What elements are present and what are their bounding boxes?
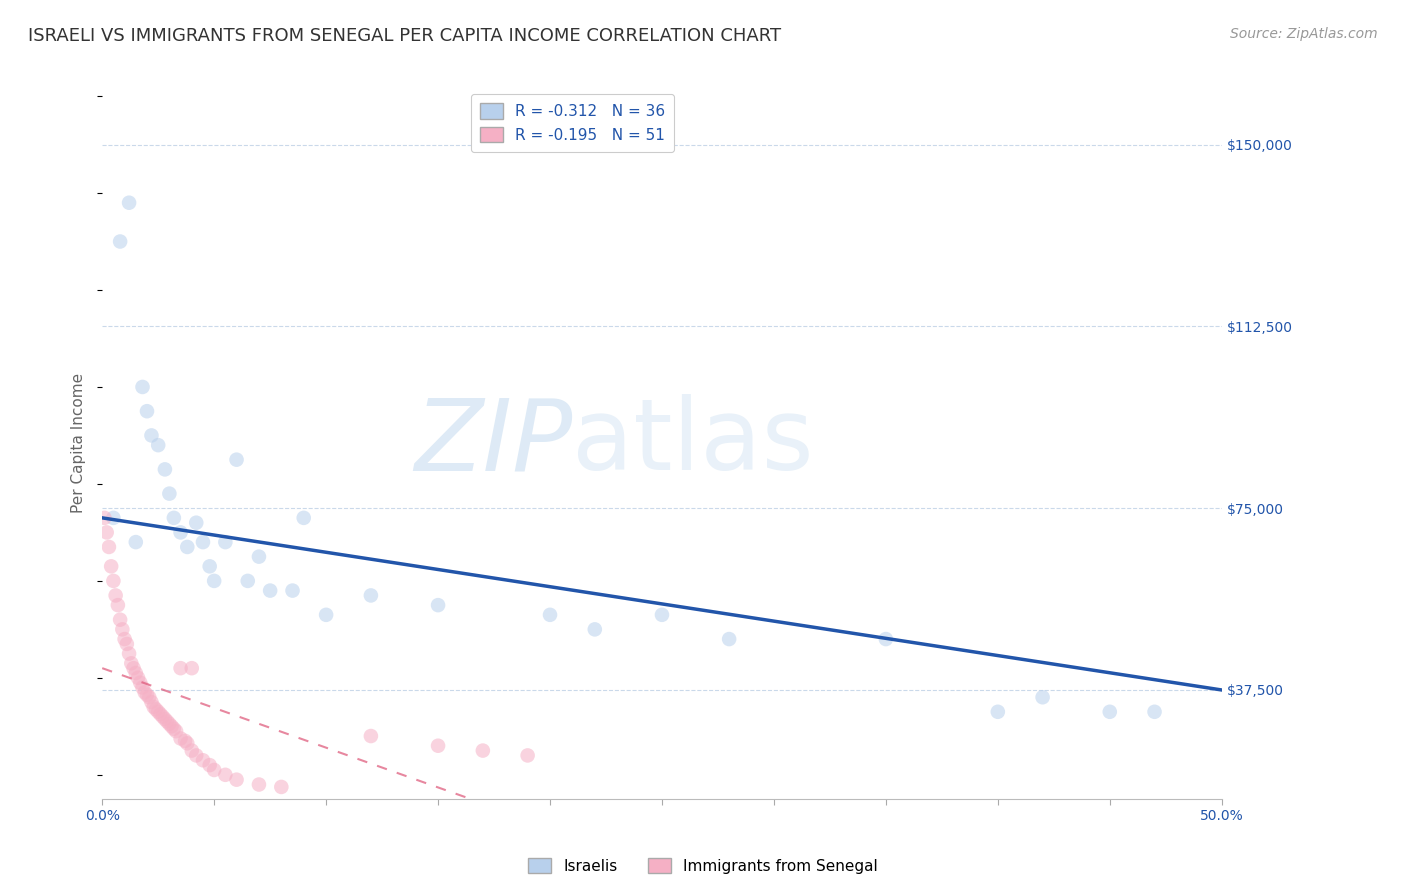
Text: atlas: atlas (572, 394, 814, 491)
Point (104, 589, 127, 603)
Point (100, 559, 122, 574)
Point (141, 695, 163, 709)
Point (169, 661, 191, 675)
Point (138, 690, 160, 705)
Point (122, 661, 145, 675)
Point (247, 549, 270, 564)
Point (163, 511, 186, 525)
Point (118, 647, 141, 661)
Point (108, 613, 131, 627)
Point (583, 623, 606, 637)
Point (214, 768, 236, 782)
Point (191, 535, 214, 549)
Point (163, 722, 186, 736)
Point (108, 235, 131, 249)
Point (136, 688, 159, 702)
Point (270, 780, 292, 794)
Point (360, 729, 382, 743)
Text: ZIP: ZIP (415, 394, 572, 491)
Y-axis label: Per Capita Income: Per Capita Income (72, 373, 86, 513)
Point (103, 574, 125, 588)
Point (97, 540, 120, 554)
Point (93, 511, 115, 525)
Point (247, 778, 270, 792)
Point (516, 748, 538, 763)
Point (174, 734, 197, 748)
Point (236, 574, 259, 588)
Point (114, 632, 136, 646)
Point (214, 535, 236, 549)
Point (538, 607, 561, 622)
Point (157, 717, 180, 731)
Point (225, 452, 247, 467)
Point (136, 404, 159, 418)
Point (315, 607, 337, 622)
Point (1032, 690, 1054, 705)
Point (186, 516, 208, 530)
Point (103, 511, 125, 525)
Point (165, 724, 187, 739)
Point (225, 772, 247, 787)
Text: Source: ZipAtlas.com: Source: ZipAtlas.com (1230, 27, 1378, 41)
Point (145, 702, 167, 716)
Legend: R = -0.312   N = 36, R = -0.195   N = 51: R = -0.312 N = 36, R = -0.195 N = 51 (471, 94, 675, 152)
Point (107, 598, 129, 612)
Point (427, 739, 450, 753)
Point (259, 583, 281, 598)
Point (148, 705, 170, 719)
Point (134, 685, 156, 699)
Point (191, 753, 214, 767)
Point (427, 598, 450, 612)
Point (115, 637, 138, 651)
Point (186, 748, 208, 763)
Point (360, 589, 382, 603)
Point (202, 763, 225, 777)
Point (160, 719, 183, 733)
Point (176, 736, 198, 750)
Point (1143, 705, 1166, 719)
Point (125, 535, 148, 549)
Point (131, 380, 153, 394)
Point (198, 559, 221, 574)
Point (153, 462, 176, 476)
Point (202, 574, 225, 588)
Point (125, 665, 148, 680)
Point (471, 743, 494, 757)
Point (875, 632, 897, 646)
Legend: Israelis, Immigrants from Senegal: Israelis, Immigrants from Senegal (522, 852, 884, 880)
Point (153, 712, 176, 726)
Point (129, 675, 152, 690)
Point (148, 438, 170, 452)
Point (281, 583, 304, 598)
Point (292, 511, 315, 525)
Point (651, 607, 673, 622)
Point (142, 700, 165, 714)
Text: ISRAELI VS IMMIGRANTS FROM SENEGAL PER CAPITA INCOME CORRELATION CHART: ISRAELI VS IMMIGRANTS FROM SENEGAL PER C… (28, 27, 782, 45)
Point (180, 743, 202, 757)
Point (127, 671, 149, 685)
Point (111, 623, 134, 637)
Point (169, 731, 191, 746)
Point (96, 525, 118, 540)
Point (169, 525, 191, 540)
Point (141, 428, 163, 442)
Point (1098, 705, 1121, 719)
Point (156, 714, 179, 729)
Point (152, 709, 174, 723)
Point (176, 540, 198, 554)
Point (118, 195, 141, 210)
Point (120, 657, 142, 671)
Point (718, 632, 741, 646)
Point (198, 758, 221, 772)
Point (131, 681, 153, 695)
Point (149, 707, 172, 722)
Point (180, 661, 202, 675)
Point (157, 486, 180, 500)
Point (987, 705, 1010, 719)
